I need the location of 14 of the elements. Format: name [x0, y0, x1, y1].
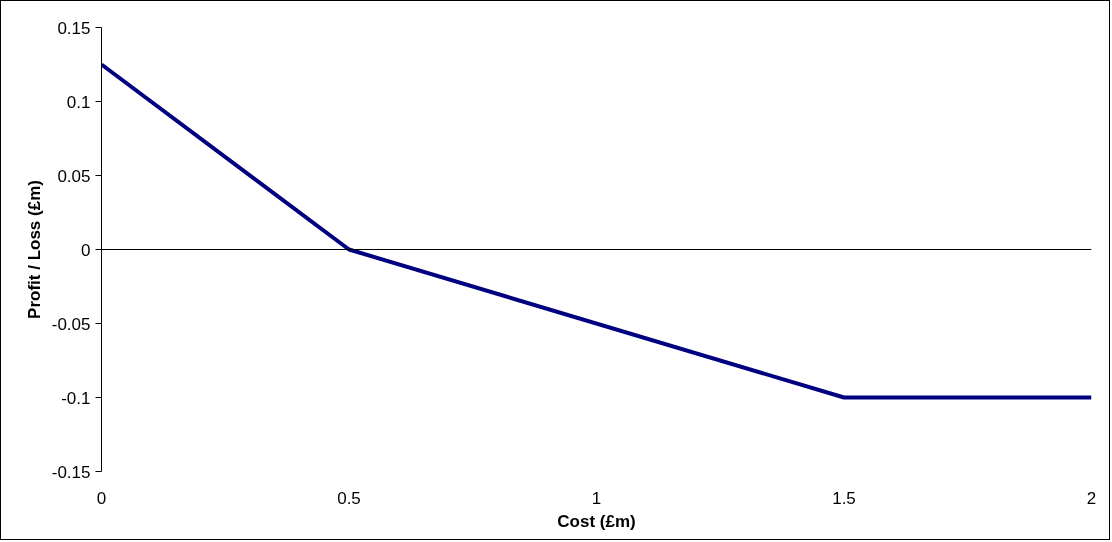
- x-tick-label: 0: [96, 488, 107, 508]
- y-tick-label: -0.15: [51, 462, 91, 482]
- x-tick-label: 0.5: [337, 488, 361, 508]
- x-tick-label: 1.5: [832, 488, 856, 508]
- y-tick-label: 0.15: [57, 18, 91, 38]
- y-tick-label: 0.05: [57, 166, 91, 186]
- x-axis-title: Cost (£m): [557, 511, 636, 531]
- y-axis-title: Profit / Loss (£m): [24, 180, 44, 319]
- x-tick-label: 2: [1086, 488, 1097, 508]
- y-tick-label: -0.05: [51, 314, 91, 334]
- x-tick-label: 1: [591, 488, 602, 508]
- y-tick-label: -0.1: [61, 388, 91, 408]
- y-tick-label: 0: [81, 240, 91, 260]
- y-tick-label: 0.1: [66, 92, 91, 112]
